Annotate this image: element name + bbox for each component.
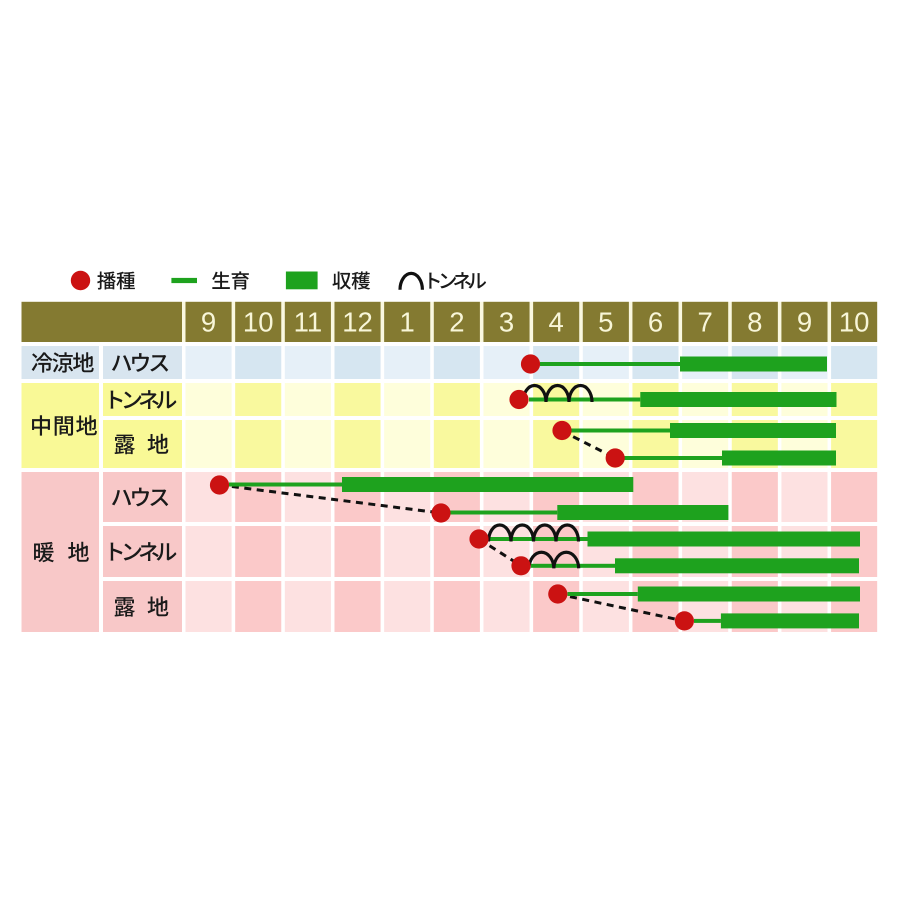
svg-text:5: 5	[598, 307, 613, 338]
svg-text:10: 10	[243, 307, 274, 338]
svg-text:10: 10	[839, 307, 870, 338]
svg-text:4: 4	[549, 307, 564, 338]
svg-text:9: 9	[201, 307, 216, 338]
svg-text:12: 12	[342, 307, 373, 338]
svg-text:8: 8	[747, 307, 762, 338]
svg-text:3: 3	[499, 307, 514, 338]
svg-text:1: 1	[400, 307, 415, 338]
svg-text:6: 6	[648, 307, 663, 338]
svg-text:7: 7	[698, 307, 713, 338]
svg-text:9: 9	[797, 307, 812, 338]
svg-text:11: 11	[294, 307, 323, 338]
svg-text:2: 2	[449, 307, 464, 338]
